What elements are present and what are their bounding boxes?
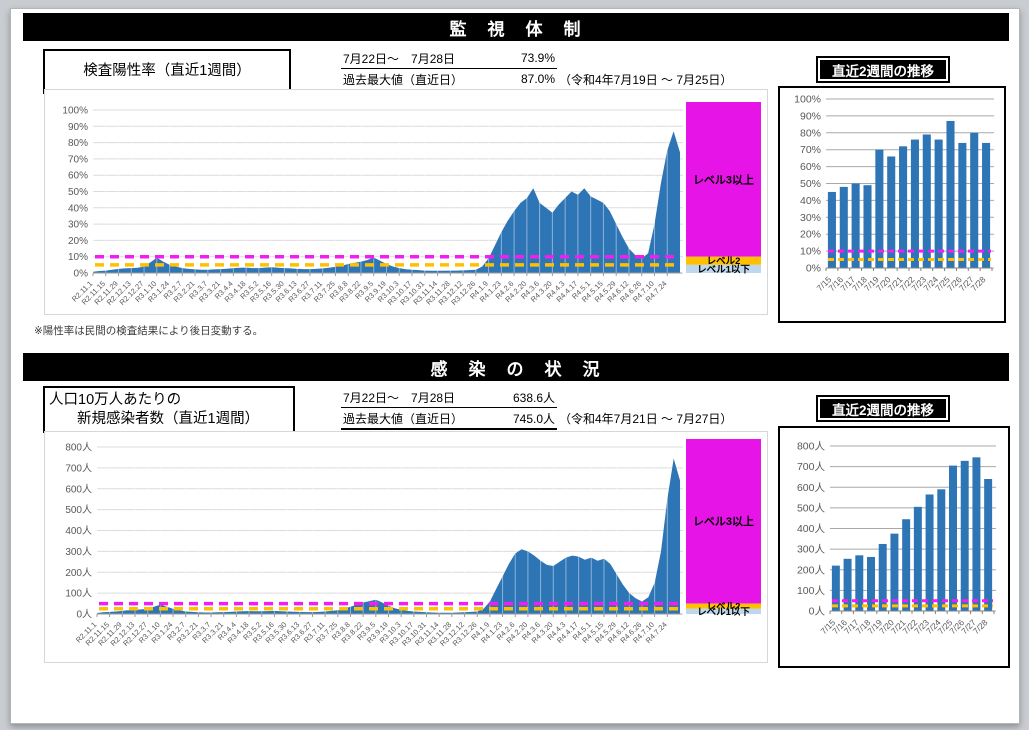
section1-max-period-note: （令和4年7月19日 ～ 7月25日）	[559, 73, 733, 87]
section1-stats-max-value: 87.0%	[520, 72, 555, 86]
svg-text:90%: 90%	[800, 110, 821, 122]
svg-text:200人: 200人	[797, 564, 826, 576]
svg-text:700人: 700人	[797, 461, 826, 473]
svg-text:0%: 0%	[74, 269, 89, 280]
section1-metric-label: 検査陽性率（直近1週間）	[83, 63, 251, 79]
svg-text:80%: 80%	[800, 127, 821, 139]
svg-text:30%: 30%	[800, 212, 821, 224]
section2-stats-row-max: 過去最大値（直近日） 745.0人	[341, 408, 557, 430]
svg-text:800人: 800人	[65, 442, 92, 454]
svg-text:20%: 20%	[800, 229, 821, 241]
new-cases-2weeks-chart: 800人700人600人500人400人300人200人100人0人7/157/…	[797, 441, 996, 636]
report-page: 監 視 体 制 検査陽性率（直近1週間） 7月22日～ 7月28日 73.9% …	[10, 8, 1020, 724]
svg-text:10%: 10%	[68, 252, 88, 263]
svg-text:7/28: 7/28	[971, 617, 990, 636]
section1-mini-chart-title: 直近2週間の推移	[816, 56, 950, 83]
section1-stats-row-current: 7月22日～ 7月28日 73.9%	[341, 48, 557, 69]
section2-stats-period-value: 638.6人	[512, 390, 555, 405]
section2-mini-chart-title: 直近2週間の推移	[816, 395, 950, 422]
svg-text:100%: 100%	[794, 94, 821, 106]
svg-text:0人: 0人	[809, 606, 826, 618]
svg-text:7/28: 7/28	[969, 274, 988, 293]
svg-text:40%: 40%	[800, 195, 821, 207]
section2-mini-chart-frame: 800人 700人 600人 500人 400人 300人 200人 100人 0人 7/15 7/…	[778, 426, 1010, 668]
svg-text:90%: 90%	[68, 122, 88, 133]
svg-text:400人: 400人	[797, 523, 826, 535]
section1-stats-period-value: 73.9%	[520, 51, 555, 65]
svg-text:30%: 30%	[68, 220, 88, 231]
section1-stats-period-label: 7月22日～ 7月28日	[343, 51, 456, 66]
svg-text:400人: 400人	[65, 525, 92, 537]
section2-metric-label-line1: 人口10万人あたりの	[49, 391, 182, 408]
svg-text:600人: 600人	[797, 482, 826, 494]
section1-metric-label-box: 検査陽性率（直近1週間）	[43, 49, 291, 94]
svg-text:600人: 600人	[65, 483, 92, 495]
svg-text:80%: 80%	[68, 138, 88, 149]
svg-text:20%: 20%	[68, 236, 88, 247]
section1-banner-title: 監 視 体 制	[23, 13, 1009, 41]
svg-text:500人: 500人	[797, 502, 826, 514]
section1-stats-row-max: 過去最大値（直近日） 87.0%	[341, 69, 557, 91]
section2-stats-table: 7月22日～ 7月28日 638.6人 過去最大値（直近日） 745.0人	[341, 387, 557, 430]
section1-stats-table: 7月22日～ 7月28日 73.9% 過去最大値（直近日） 87.0%	[341, 48, 557, 91]
svg-text:70%: 70%	[800, 144, 821, 156]
svg-text:50%: 50%	[68, 187, 88, 198]
svg-text:500人: 500人	[65, 504, 92, 516]
section2-max-period-note: （令和4年7月21日 ～ 7月27日）	[559, 412, 733, 426]
svg-text:レベル2: レベル2	[707, 256, 741, 267]
svg-text:70%: 70%	[68, 154, 88, 165]
svg-text:40%: 40%	[68, 203, 88, 214]
svg-text:60%: 60%	[68, 171, 88, 182]
svg-text:300人: 300人	[65, 546, 92, 558]
svg-text:10%: 10%	[800, 246, 821, 258]
svg-text:レベル1以下: レベル1以下	[697, 264, 750, 275]
section2-banner-title: 感 染 の 状 況	[23, 353, 1009, 381]
svg-text:200人: 200人	[65, 567, 92, 579]
svg-text:0人: 0人	[76, 609, 92, 621]
svg-text:100人: 100人	[797, 585, 826, 597]
section2-metric-label-box: 人口10万人あたりの 新規感染者数（直近1週間）	[43, 386, 295, 433]
section1-footnote: ※陽性率は民間の検査結果により後日変動する。	[34, 325, 264, 337]
section2-stats-max-label: 過去最大値（直近日）	[343, 411, 464, 426]
new-cases-history-chart: 800人700人600人500人400人300人200人100人0人R2.11.…	[65, 439, 761, 648]
section1-mini-chart-frame: 100% 90% 80% 70% 60% 50% 40% 30% 20% 10% 0% 7/15 7/1…	[778, 86, 1006, 323]
positivity-rate-2weeks-chart: 100%90%80%70%60%50%40%30%20%10%0%7/157/1…	[794, 94, 994, 293]
svg-text:60%: 60%	[800, 161, 821, 173]
svg-text:レベル2: レベル2	[707, 602, 741, 613]
section2-main-chart-frame: 800人 700人 600人 500人 400人 300人 200人 100人 0人 R2.11.…	[44, 431, 768, 663]
svg-text:100%: 100%	[62, 106, 88, 117]
svg-text:800人: 800人	[797, 441, 826, 453]
svg-text:100人: 100人	[65, 588, 92, 600]
positivity-rate-history-chart: 100%90%80%70%60%50%40%30%20%10%0%R2.11.1…	[62, 102, 761, 307]
section2-stats-row-current: 7月22日～ 7月28日 638.6人	[341, 387, 557, 408]
svg-text:0%: 0%	[806, 263, 821, 275]
svg-text:300人: 300人	[797, 544, 826, 556]
section2-stats-period-label: 7月22日～ 7月28日	[343, 390, 456, 405]
svg-text:50%: 50%	[800, 178, 821, 190]
svg-text:レベル3以上: レベル3以上	[693, 172, 754, 186]
section1-main-chart-frame: 100% 90% 80% 70% 60% 50% 40% 30% 20% 10% 0% R2.11.1…	[44, 89, 768, 315]
section1-stats-max-label: 過去最大値（直近日）	[343, 72, 464, 87]
svg-text:700人: 700人	[65, 462, 92, 474]
section2-stats-max-value: 745.0人	[512, 411, 555, 426]
svg-text:レベル1以下: レベル1以下	[697, 607, 750, 618]
section2-metric-label-line2: 新規感染者数（直近1週間）	[77, 410, 260, 427]
svg-text:レベル3以上: レベル3以上	[693, 514, 754, 528]
